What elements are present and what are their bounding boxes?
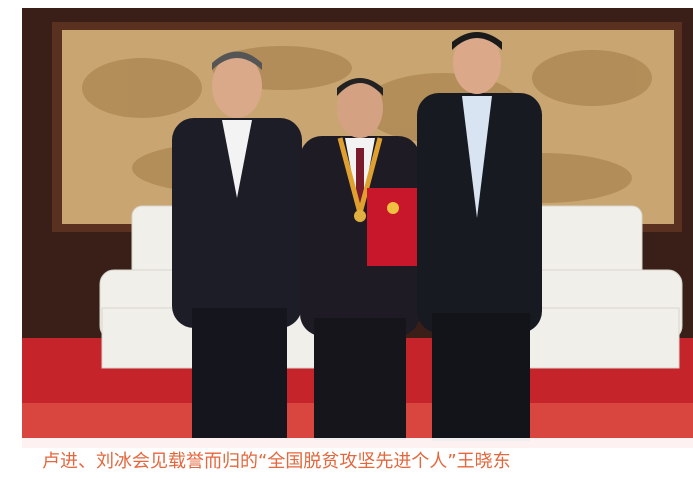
- caption-bar: 卢进、刘冰会见载誉而归的“全国脱贫攻坚先进个人”王晓东: [22, 438, 693, 479]
- caption: 卢进、刘冰会见载誉而归的“全国脱贫攻坚先进个人”王晓东: [42, 451, 511, 472]
- person-middle: [300, 78, 420, 440]
- person-right: [417, 32, 542, 441]
- person-left: [172, 51, 302, 438]
- photo: [22, 8, 693, 448]
